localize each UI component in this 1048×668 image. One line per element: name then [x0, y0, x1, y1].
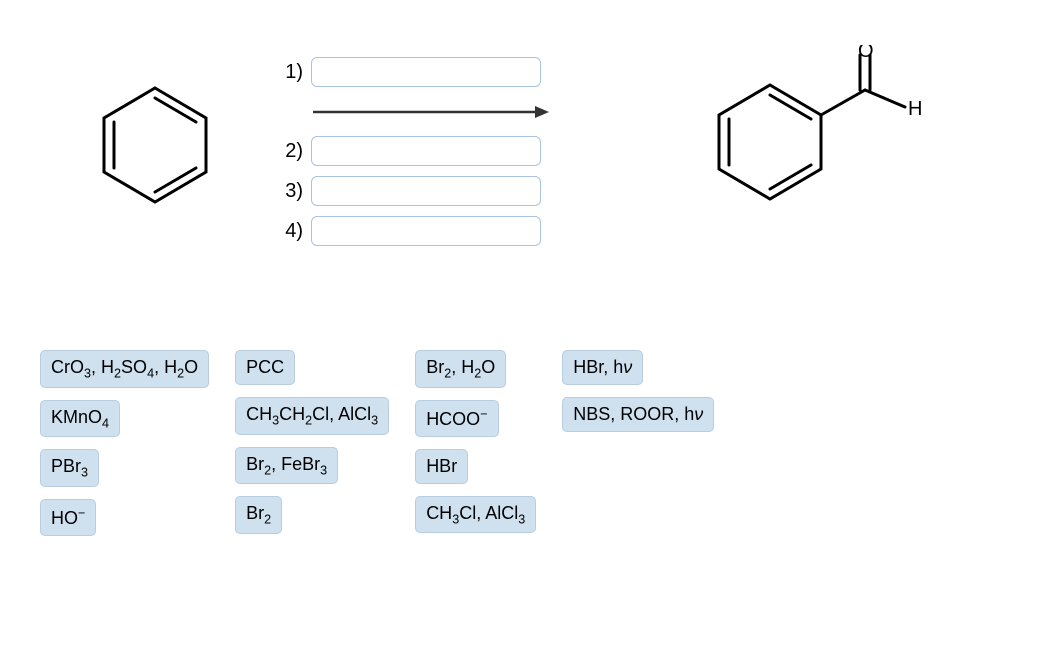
- reaction-arrow: [311, 103, 551, 121]
- reagent-br2[interactable]: Br2: [235, 496, 282, 534]
- reagent-ho[interactable]: HO−: [40, 499, 96, 536]
- step-1-slot[interactable]: [311, 57, 541, 87]
- reagent-nbs[interactable]: NBS, ROOR, hν: [562, 397, 714, 432]
- reactant-benzene: [90, 80, 220, 210]
- step-4: 4): [275, 216, 595, 246]
- step-1: 1): [275, 57, 595, 87]
- reagent-column-0: CrO3, H2SO4, H2O KMnO4 PBr3 HO−: [40, 350, 209, 536]
- reagent-mecl-alcl3[interactable]: CH3Cl, AlCl3: [415, 496, 536, 534]
- svg-text:H: H: [908, 98, 922, 120]
- reagent-br2-febr3[interactable]: Br2, FeBr3: [235, 447, 338, 485]
- reagent-pcc[interactable]: PCC: [235, 350, 295, 385]
- step-3-label: 3): [275, 180, 303, 203]
- step-2: 2): [275, 136, 595, 166]
- svg-text:O: O: [858, 45, 874, 62]
- reagent-etcl-alcl3[interactable]: CH3CH2Cl, AlCl3: [235, 397, 389, 435]
- step-2-slot[interactable]: [311, 136, 541, 166]
- product-benzaldehyde: O H: [700, 45, 940, 225]
- reagent-hcoo[interactable]: HCOO−: [415, 400, 498, 437]
- reagent-kmno4[interactable]: KMnO4: [40, 400, 120, 438]
- reagent-cro3[interactable]: CrO3, H2SO4, H2O: [40, 350, 209, 388]
- reagent-pbr3[interactable]: PBr3: [40, 449, 99, 487]
- reagent-pool: CrO3, H2SO4, H2O KMnO4 PBr3 HO− PCC CH3CH2Cl,…: [40, 350, 800, 536]
- reaction-scheme: 1) 2) 3) 4): [60, 35, 988, 295]
- reagent-column-2: Br2, H2O HCOO− HBr CH3Cl, AlCl3: [415, 350, 536, 536]
- step-2-label: 2): [275, 140, 303, 163]
- reagent-hbr-hv[interactable]: HBr, hν: [562, 350, 643, 385]
- step-3-slot[interactable]: [311, 176, 541, 206]
- reagent-steps: 1) 2) 3) 4): [275, 57, 595, 256]
- reagent-hbr[interactable]: HBr: [415, 449, 468, 484]
- reagent-column-1: PCC CH3CH2Cl, AlCl3 Br2, FeBr3 Br2: [235, 350, 389, 536]
- step-3: 3): [275, 176, 595, 206]
- step-4-label: 4): [275, 220, 303, 243]
- reagent-column-3: HBr, hν NBS, ROOR, hν: [562, 350, 714, 536]
- step-4-slot[interactable]: [311, 216, 541, 246]
- reagent-br2-h2o[interactable]: Br2, H2O: [415, 350, 506, 388]
- step-1-label: 1): [275, 61, 303, 84]
